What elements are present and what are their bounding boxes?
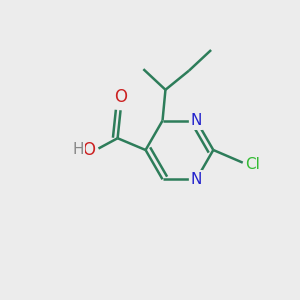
Text: O: O: [114, 88, 127, 106]
Text: Cl: Cl: [245, 157, 260, 172]
Text: N: N: [191, 113, 202, 128]
Text: H: H: [73, 142, 84, 158]
Text: O: O: [82, 141, 95, 159]
Text: N: N: [191, 172, 202, 187]
